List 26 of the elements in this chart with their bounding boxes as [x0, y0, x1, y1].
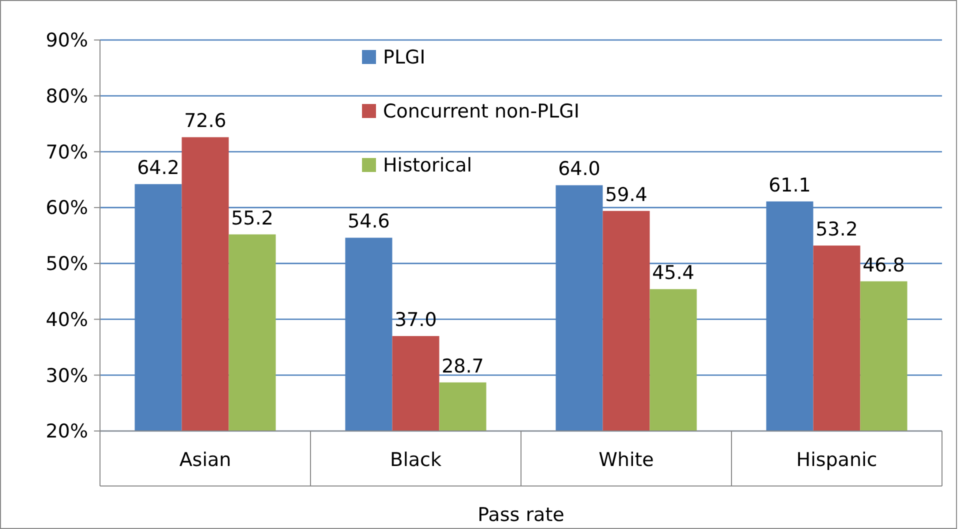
data-label: 64.2 — [137, 157, 180, 180]
data-label: 54.6 — [348, 210, 390, 233]
data-label: 72.6 — [184, 110, 226, 132]
data-label: 59.4 — [605, 184, 648, 206]
x-tick-label: Hispanic — [796, 449, 878, 471]
x-axis-title: Pass rate — [478, 504, 564, 526]
data-label: 55.2 — [231, 207, 274, 230]
data-label: 64.0 — [558, 158, 600, 180]
legend-label: PLGI — [383, 46, 426, 69]
y-tick-label: 90% — [46, 30, 88, 52]
x-tick-label: Asian — [179, 449, 232, 471]
y-tick-label: 40% — [46, 308, 88, 331]
data-label: 45.4 — [652, 262, 694, 284]
x-tick-label: White — [598, 449, 654, 471]
data-label: 53.2 — [816, 218, 858, 241]
x-tick-label: Black — [390, 449, 442, 471]
y-tick-label: 20% — [46, 420, 88, 443]
y-tick-label: 30% — [46, 364, 88, 387]
y-tick-label: 70% — [46, 141, 88, 164]
legend-label: Historical — [383, 154, 472, 177]
data-label: 61.1 — [768, 174, 811, 196]
data-label: 28.7 — [442, 355, 484, 378]
y-tick-label: 50% — [46, 253, 88, 276]
legend-label: Concurrent non-PLGI — [383, 100, 580, 123]
y-tick-label: 80% — [46, 86, 88, 108]
y-tick-label: 60% — [46, 197, 88, 220]
